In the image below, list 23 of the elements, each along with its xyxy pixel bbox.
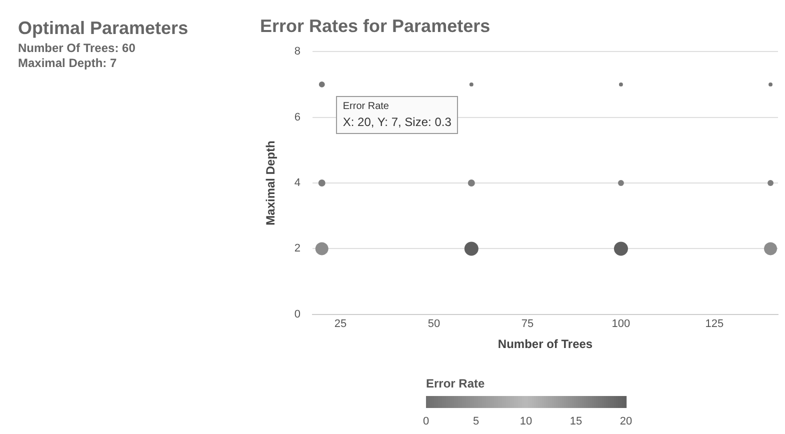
y-tick-label: 0 [294, 308, 301, 320]
annotation: Error Rate X: 20, Y: 7, Size: 0.3 [342, 101, 452, 130]
color-bar-label: 20 [620, 416, 632, 428]
text: Maximal Depth: 7 [18, 56, 118, 71]
x-tick-label: 25 [334, 318, 347, 330]
chart-title: Error Rates for Parameters [260, 16, 490, 36]
y-tick-label: 4 [294, 177, 301, 190]
color-bar-label: 15 [570, 416, 582, 428]
text: Optimal Parameters [18, 18, 190, 39]
x-axis-title: Number of Trees [498, 337, 593, 352]
x-tick-label: 75 [521, 318, 534, 330]
x-tick-label: 100 [612, 318, 630, 330]
color-bar-title: Error Rate [426, 376, 486, 390]
y-axis-title: Maximal Depth [264, 140, 278, 226]
color-bar-label: 5 [472, 416, 480, 428]
x-tick-label: 50 [428, 318, 440, 330]
color-bar-label: 10 [520, 416, 532, 428]
text: Number Of Trees: 60 [18, 41, 136, 56]
y-tick-label: 6 [294, 111, 301, 124]
color-bar-label: 0 [422, 416, 430, 428]
x-tick-label: 125 [705, 318, 724, 330]
y-tick-label: 8 [294, 46, 301, 58]
y-tick-label: 2 [294, 242, 301, 255]
